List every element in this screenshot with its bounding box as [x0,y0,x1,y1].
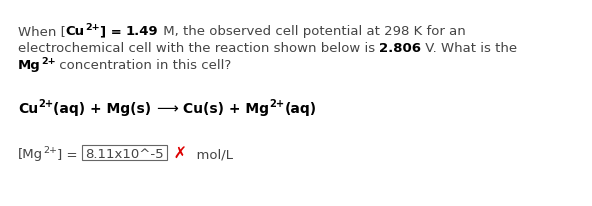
Text: concentration in this cell?: concentration in this cell? [56,59,231,72]
Text: 2+: 2+ [43,145,57,154]
Text: (aq): (aq) [284,102,316,115]
Text: 1.49: 1.49 [126,25,159,38]
Text: 2.806: 2.806 [379,42,422,55]
Text: 2+: 2+ [41,57,56,66]
Text: ⟶: ⟶ [156,101,178,115]
Text: Cu(s) + Mg: Cu(s) + Mg [178,102,269,115]
Text: When [: When [ [18,25,66,38]
Text: (aq) + Mg(s): (aq) + Mg(s) [53,102,156,115]
Text: 2+: 2+ [269,98,284,109]
Text: 2+: 2+ [85,23,99,32]
Text: 2+: 2+ [38,98,53,109]
Text: Mg: Mg [18,59,41,72]
Text: [Mg: [Mg [18,147,43,160]
Text: ✗: ✗ [169,145,188,160]
Text: ] =: ] = [57,147,82,160]
Text: Cu: Cu [66,25,85,38]
Text: ] =: ] = [99,25,126,38]
Text: Cu: Cu [18,102,38,115]
Text: M, the observed cell potential at 298 K for an: M, the observed cell potential at 298 K … [159,25,465,38]
Text: V. What is the: V. What is the [422,42,517,55]
Text: mol/L: mol/L [188,147,233,160]
Text: electrochemical cell with the reaction shown below is: electrochemical cell with the reaction s… [18,42,379,55]
Text: 8.11x10^-5: 8.11x10^-5 [85,147,163,160]
FancyBboxPatch shape [82,145,166,160]
